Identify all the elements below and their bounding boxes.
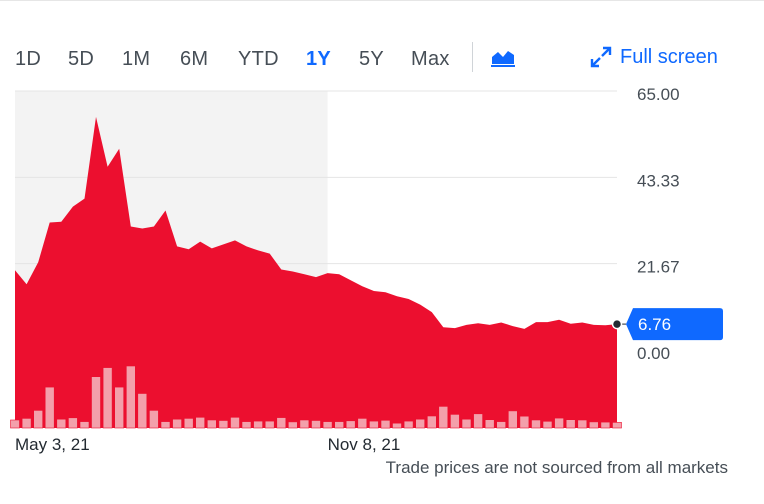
volume-bar <box>91 376 101 429</box>
volume-bar <box>126 365 136 429</box>
volume-bar <box>56 418 67 429</box>
expand-arrows-icon <box>590 46 612 68</box>
volume-bar <box>357 418 368 429</box>
volume-bar <box>554 417 564 429</box>
last-price-badge <box>626 308 723 341</box>
volume-bar <box>542 420 553 429</box>
volume-bar <box>137 393 148 429</box>
y-tick-label: 65.00 <box>637 85 680 104</box>
volume-bar <box>79 421 90 429</box>
volume-bar <box>183 418 194 429</box>
volume-bar <box>403 420 414 429</box>
volume-bar <box>461 418 472 429</box>
y-tick-label: 43.33 <box>637 171 680 190</box>
volume-bar <box>600 421 611 429</box>
area-chart-icon[interactable] <box>490 46 516 68</box>
range-ytd-button[interactable]: YTD <box>238 48 279 70</box>
volume-bar <box>102 367 113 429</box>
volume-bar <box>450 414 460 429</box>
volume-bar <box>264 420 275 429</box>
volume-bar <box>149 410 159 429</box>
range-1d-button[interactable]: 1D <box>15 48 42 70</box>
volume-bar <box>369 420 379 429</box>
volume-bar <box>345 420 356 429</box>
fullscreen-button[interactable]: Full screen <box>590 42 718 72</box>
volume-bar <box>33 410 44 429</box>
volume-bar <box>172 418 182 429</box>
volume-bar <box>426 415 437 429</box>
volume-bar <box>577 419 588 429</box>
y-tick-label: 0.00 <box>637 344 670 363</box>
volume-bar <box>565 419 576 429</box>
fullscreen-label: Full screen <box>620 45 718 68</box>
volume-bar <box>218 420 229 429</box>
volume-bar <box>531 419 541 429</box>
x-tick-label: Nov 8, 21 <box>328 435 401 454</box>
volume-bar <box>311 420 321 429</box>
volume-bar <box>496 421 507 429</box>
volume-bar <box>438 406 449 429</box>
toolbar-divider <box>472 42 473 72</box>
volume-bar <box>507 410 518 429</box>
volume-bar <box>207 419 217 429</box>
volume-bar <box>380 419 391 429</box>
range-5d-button[interactable]: 5D <box>68 48 95 70</box>
volume-bar <box>195 416 205 429</box>
range-6m-button[interactable]: 6M <box>180 48 209 70</box>
volume-bar <box>484 419 495 429</box>
top-divider <box>0 0 764 1</box>
footer-note: Trade prices are not sourced from all ma… <box>385 458 728 477</box>
x-tick-label: May 3, 21 <box>15 435 90 454</box>
volume-bar <box>276 417 287 429</box>
volume-bar <box>299 419 310 429</box>
volume-bar <box>519 415 530 429</box>
volume-bar <box>334 421 345 429</box>
last-price-label: 6.76 <box>638 315 671 334</box>
price-area <box>15 116 617 429</box>
last-price-dot <box>611 318 623 330</box>
volume-bar <box>473 413 483 429</box>
volume-bar <box>253 420 263 429</box>
volume-bar <box>160 421 171 429</box>
y-tick-label: 21.67 <box>637 258 680 277</box>
range-1y-button[interactable]: 1Y <box>306 48 332 70</box>
volume-bar <box>392 422 402 429</box>
volume-bar <box>287 421 298 429</box>
volume-bar <box>68 417 78 429</box>
volume-bar <box>230 416 240 429</box>
volume-bar <box>241 421 252 429</box>
range-5y-button[interactable]: 5Y <box>359 48 385 70</box>
volume-bar <box>612 422 622 429</box>
volume-bar <box>415 418 426 429</box>
volume-bar <box>44 386 55 429</box>
volume-bar <box>10 419 20 429</box>
volume-bar <box>588 421 599 429</box>
volume-bar <box>114 386 124 429</box>
range-1m-button[interactable]: 1M <box>122 48 151 70</box>
volume-bar <box>21 418 32 429</box>
volume-bar <box>322 421 333 429</box>
range-max-button[interactable]: Max <box>411 48 450 70</box>
